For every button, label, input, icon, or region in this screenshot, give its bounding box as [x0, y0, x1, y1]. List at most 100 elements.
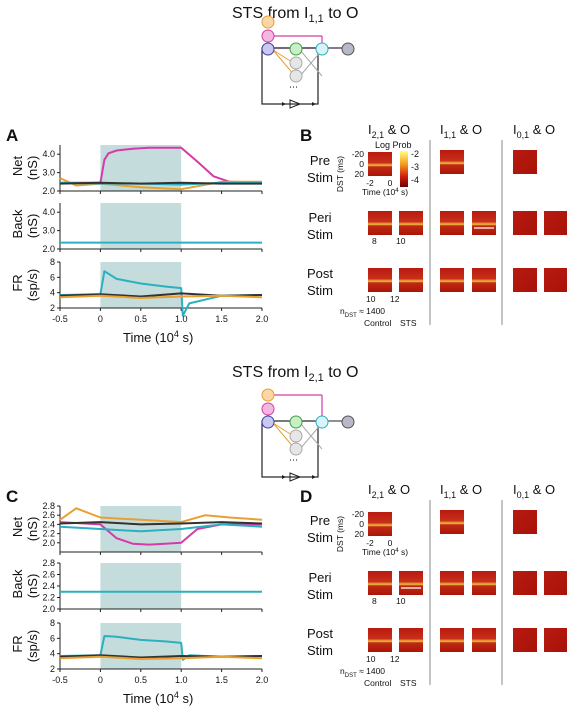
x-tick-label: 1.5 [215, 314, 228, 324]
dst-tick-label: 0 [359, 159, 364, 169]
x-tick-label: 2.0 [256, 314, 269, 324]
y-tick-label: 3.0 [42, 226, 55, 236]
heatmap-cell [472, 571, 496, 595]
heatmap-cell [513, 628, 537, 652]
series-line-2 [59, 294, 263, 299]
y-label-line2: (sp/s) [25, 630, 40, 663]
time-tick-label: 0 [388, 538, 393, 548]
stim-window [100, 203, 182, 249]
heatmap-cell [513, 211, 537, 235]
column-header: I0,1 & O [513, 122, 555, 140]
y-tick-label: 4 [50, 649, 55, 659]
colorbar-tick-label: -3 [411, 162, 419, 172]
y-label-line1: Back [10, 569, 25, 598]
y-tick-label: 2.4 [42, 581, 55, 591]
x-tick-label: 1.5 [215, 675, 228, 685]
y-tick-label: 4.0 [42, 207, 55, 217]
dst-tick-label: 0 [359, 519, 364, 529]
y-tick-label: 3.0 [42, 168, 55, 178]
y-tick-label: 2.8 [42, 501, 55, 511]
peri-tick-label: 10 [396, 236, 406, 246]
peri-tick-label: 8 [372, 596, 377, 606]
panel-letter-a: A [6, 126, 18, 145]
row-label: Stim [307, 643, 333, 658]
peri-tick-label: 10 [396, 596, 406, 606]
row-label: Post [307, 266, 333, 281]
heatmap-cell [440, 628, 464, 652]
series-line-3 [59, 521, 263, 526]
row-label: Post [307, 626, 333, 641]
column-header: I2,1 & O [368, 482, 410, 500]
y-tick-label: 2 [50, 664, 55, 674]
stim-window [100, 563, 182, 609]
row-label: Peri [308, 570, 331, 585]
post-tick-label: 10 [366, 654, 376, 664]
series-line-0 [60, 146, 263, 184]
heatmap-cell [368, 628, 392, 652]
heatmap-cell [399, 268, 423, 292]
plot-c-back: 2.02.2 2.42.6 2.8 Back (nS) [10, 558, 263, 614]
heatmap-cell [440, 150, 464, 174]
dst-tick-label: -20 [352, 149, 365, 159]
heatmap-cell [544, 268, 567, 292]
sts-label: STS [400, 678, 417, 688]
control-label: Control [364, 318, 392, 328]
x-tick-label: 1.0 [175, 314, 188, 324]
dst-tick-label: -20 [352, 509, 365, 519]
y-tick-label: 4.0 [42, 149, 55, 159]
colorbar-title: Log Prob [375, 140, 412, 150]
y-tick-label: 4 [50, 288, 55, 298]
y-tick-label: 2.6 [42, 510, 55, 520]
peri-tick-label: 8 [372, 236, 377, 246]
heatmap-cell [368, 152, 392, 176]
heatmap-cell [513, 510, 537, 534]
y-tick-label: 2.2 [42, 593, 55, 603]
x-tick-label: 0.5 [135, 314, 148, 324]
column-header: I1,1 & O [440, 482, 482, 500]
y-label-line2: (nS) [25, 214, 40, 239]
heatmap-cell [513, 150, 537, 174]
svg-text:⋯: ⋯ [289, 455, 298, 465]
plot-a-fr: 2 4 6 8 FR (sp/s) -0.5 0 0.5 1.0 1.5 2.0 Time (104 s… [10, 257, 268, 345]
heatmap-cell [399, 571, 423, 595]
post-tick-label: 12 [390, 654, 400, 664]
heatmap-cell [440, 211, 464, 235]
dst-axis-label: DST (ms) [335, 156, 345, 192]
dst-tick-label: 20 [355, 529, 365, 539]
heatmap-cell [440, 571, 464, 595]
y-label-line1: FR [10, 274, 25, 291]
heatmap-cell [368, 512, 392, 536]
y-label-line2: (nS) [25, 517, 40, 542]
x-tick-label: 0 [98, 675, 103, 685]
heatmap-cell [544, 628, 567, 652]
row-label: Pre [310, 153, 330, 168]
ndst-label: nDST ≈ 1400 [340, 666, 385, 679]
dst-axis-label: DST (ms) [335, 516, 345, 552]
colorbar-tick-label: -2 [411, 149, 419, 159]
y-label-line1: Back [10, 209, 25, 238]
heatmap-cell [399, 211, 423, 235]
top-title: STS from I1,1 to O [232, 5, 358, 25]
y-tick-label: 8 [50, 618, 55, 628]
y-label-line1: Net [10, 516, 25, 537]
sts-label: STS [400, 318, 417, 328]
y-tick-label: 6 [50, 272, 55, 282]
post-tick-label: 10 [366, 294, 376, 304]
y-label-line2: (nS) [25, 156, 40, 181]
series-line-2 [59, 523, 263, 533]
row-label: Peri [308, 210, 331, 225]
column-header: I1,1 & O [440, 122, 482, 140]
heatmap-cell [472, 211, 496, 235]
probability-maps: I2,1 & O I1,1 & O I0,1 & O Pre Stim Peri Stim P… [307, 122, 567, 688]
network-diagram-bottom: ⋯ [261, 388, 355, 482]
y-tick-label: 2.2 [42, 529, 55, 539]
series-line-1 [59, 507, 263, 524]
x-tick-label: 0 [98, 314, 103, 324]
plot-c-fr: 2 4 6 8 FR (sp/s) -0.5 0 0.5 1.0 1.5 2.0 Time (104 s… [10, 618, 268, 706]
heatmap-cell [399, 628, 423, 652]
row-label: Pre [310, 513, 330, 528]
plot-a-back: 2.0 3.0 4.0 Back (nS) [10, 203, 263, 254]
heatmap-cell [544, 211, 567, 235]
